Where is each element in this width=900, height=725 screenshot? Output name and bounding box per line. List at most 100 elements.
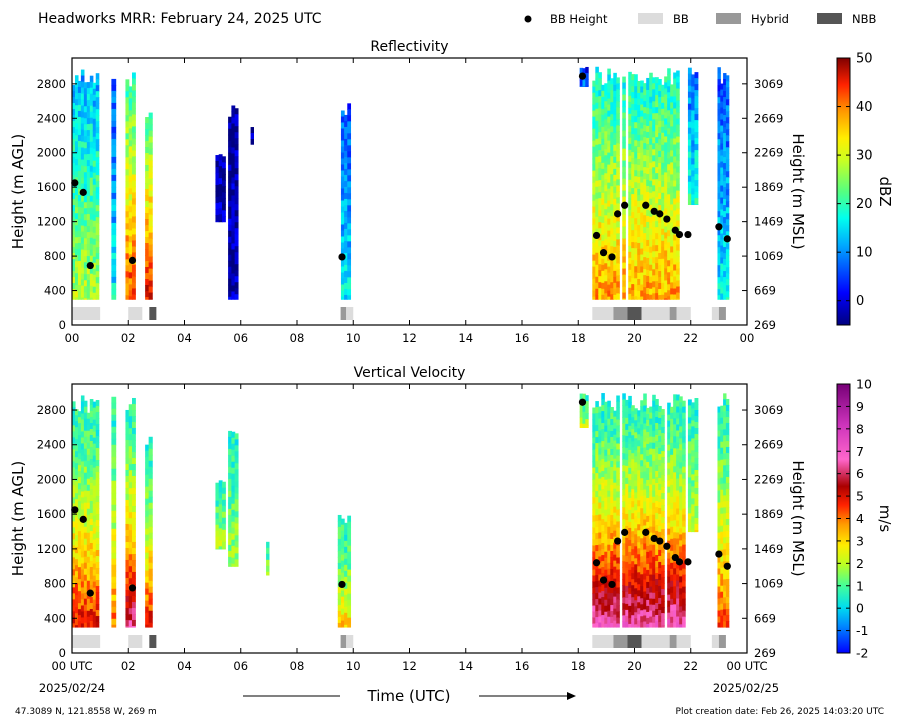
precip-cell — [601, 114, 605, 122]
precip-cell — [646, 245, 650, 253]
precip-cell — [676, 256, 680, 264]
precip-cell — [80, 593, 85, 601]
precip-cell — [646, 191, 650, 199]
precip-cell — [132, 72, 136, 80]
precip-cell — [592, 248, 596, 256]
precip-cell — [145, 462, 150, 470]
precip-cell — [148, 172, 153, 180]
precip-cell — [231, 455, 236, 463]
precip-cell — [717, 73, 721, 80]
precip-cell — [604, 401, 608, 409]
precip-cell — [95, 271, 100, 278]
precip-cell — [582, 405, 586, 413]
precip-cell — [646, 521, 650, 529]
precip-cell — [598, 526, 602, 534]
precip-cell — [649, 544, 653, 552]
precip-cell — [111, 576, 117, 584]
precip-cell — [231, 111, 236, 119]
precip-cell — [610, 96, 614, 103]
precip-cell — [344, 216, 348, 224]
precip-cell — [89, 536, 94, 544]
bb-height-point — [621, 528, 629, 536]
precip-cell — [643, 423, 647, 431]
precip-cell — [655, 428, 659, 436]
precip-cell — [655, 293, 659, 300]
precip-cell — [607, 442, 611, 450]
precip-cell — [215, 179, 220, 186]
precip-cell — [652, 562, 656, 570]
precip-cell — [676, 502, 680, 510]
precip-cell — [132, 78, 136, 86]
precip-cell — [598, 424, 602, 432]
precip-cell — [637, 86, 641, 94]
precip-cell — [691, 426, 696, 433]
precip-cell — [658, 235, 662, 242]
precip-cell — [613, 174, 617, 182]
precip-cell — [723, 139, 727, 146]
precip-cell — [625, 621, 629, 628]
precip-cell — [622, 573, 626, 580]
precip-cell — [655, 197, 659, 204]
precip-cell — [646, 473, 650, 481]
precip-cell — [592, 272, 596, 280]
precip-cell — [80, 207, 85, 215]
precip-cell — [637, 140, 641, 148]
precip-cell — [643, 209, 647, 216]
precip-cell — [652, 227, 656, 234]
precip-cell — [344, 174, 348, 182]
bb-height-point — [621, 201, 629, 209]
precip-cell — [592, 527, 596, 535]
precip-cell — [77, 411, 82, 418]
precip-cell — [649, 574, 653, 582]
precip-cell — [598, 586, 602, 594]
precip-cell — [80, 273, 85, 281]
precip-cell — [717, 490, 721, 498]
precip-cell — [673, 294, 677, 300]
precip-cell — [77, 579, 82, 586]
precip-cell — [694, 186, 699, 193]
precip-cell — [86, 130, 91, 137]
precip-cell — [676, 442, 680, 450]
precip-cell — [628, 593, 632, 601]
precip-cell — [640, 466, 644, 473]
precip-cell — [218, 510, 223, 517]
precip-cell — [125, 151, 130, 158]
precip-cell — [646, 617, 650, 625]
precip-cell — [720, 459, 724, 467]
precip-cell — [607, 68, 611, 76]
precip-cell — [598, 532, 602, 540]
precip-cell — [694, 494, 699, 501]
bb-class-bb — [676, 307, 691, 320]
precip-cell — [148, 514, 153, 522]
precip-cell — [649, 490, 653, 498]
precip-cell — [679, 594, 683, 601]
precip-cell — [717, 289, 721, 296]
precip-cell — [228, 254, 232, 262]
precip-cell — [125, 157, 130, 164]
precip-cell — [595, 503, 599, 510]
bb-class-bb — [72, 307, 101, 320]
precip-cell — [631, 176, 635, 183]
precip-cell — [670, 294, 674, 300]
precip-cell — [72, 193, 76, 200]
precip-cell — [640, 236, 644, 244]
precip-cell — [673, 234, 677, 242]
y2-tick-label: 3069 — [754, 77, 783, 91]
precip-cell — [74, 243, 79, 250]
precip-cell — [228, 206, 232, 214]
precip-cell — [622, 525, 626, 532]
precip-cell — [717, 466, 721, 474]
precip-cell — [92, 539, 97, 547]
precip-cell — [676, 154, 680, 162]
precip-cell — [604, 119, 608, 126]
precip-cell — [132, 517, 136, 525]
precip-cell — [725, 219, 730, 226]
precip-cell — [92, 166, 97, 174]
precip-cell — [80, 159, 85, 167]
precip-cell — [148, 460, 153, 468]
precip-cell — [77, 206, 82, 214]
precip-cell — [687, 453, 692, 460]
precip-cell — [631, 170, 635, 177]
precip-cell — [643, 489, 647, 497]
precip-cell — [625, 435, 629, 443]
